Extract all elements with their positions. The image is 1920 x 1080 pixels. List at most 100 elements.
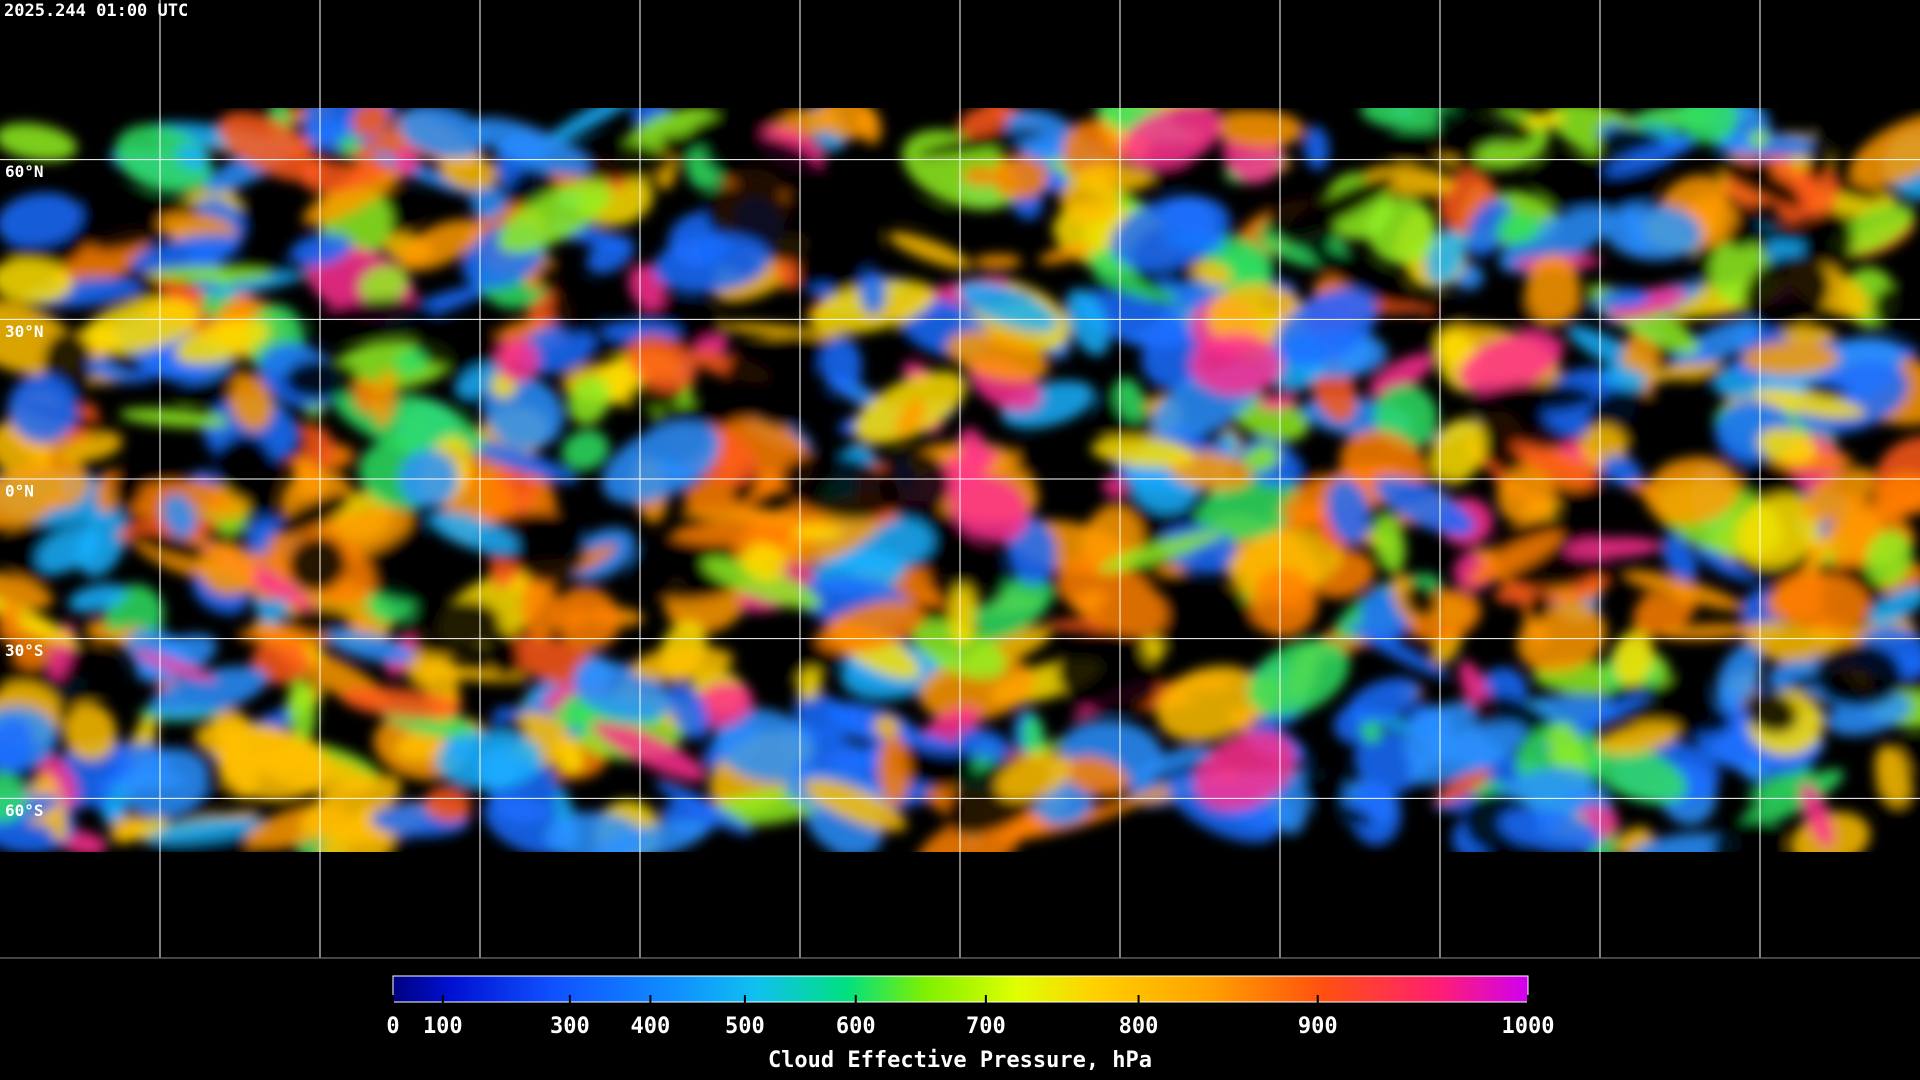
cloud-patch: [287, 678, 317, 741]
cloud-patch: [888, 232, 972, 270]
cloud-patch: [1600, 454, 1642, 487]
cloud-patch: [1307, 246, 1414, 306]
cloud-patch: [918, 655, 1036, 722]
cloud-patch: [210, 271, 309, 297]
colorbar-tick-label: 800: [1119, 1014, 1159, 1039]
cloud-patch: [1101, 476, 1128, 497]
cloud-patch: [1195, 730, 1296, 811]
colorbar-scale: [392, 975, 1529, 1003]
cloud-patch: [1603, 203, 1702, 261]
cloud-patch: [785, 636, 824, 662]
cloud-patch: [1604, 137, 1696, 176]
cloud-patch: [817, 600, 925, 654]
cloud-patch: [550, 282, 602, 336]
cloud-patch: [592, 719, 707, 782]
cloud-patch: [1407, 722, 1527, 785]
cloud-patch: [1227, 529, 1343, 598]
colorbar-tick-label: 500: [725, 1014, 765, 1039]
cloud-patch: [563, 608, 589, 629]
cloud-patch: [412, 325, 507, 370]
cloud-patch: [1347, 677, 1421, 724]
cloud-patch: [0, 123, 78, 162]
cloud-patch: [61, 831, 107, 852]
cloud-patch: [963, 166, 994, 186]
cloud-patch: [1781, 324, 1837, 344]
cloud-patch: [1274, 288, 1378, 367]
cloud-patch: [1242, 444, 1280, 472]
cloud-patch: [1038, 244, 1092, 265]
cloud-patch: [1868, 585, 1920, 625]
cloud-patch: [219, 729, 331, 802]
cloud-patch: [591, 819, 709, 852]
cloud-patch: [567, 374, 611, 425]
cloud-patch: [714, 708, 817, 783]
cloud-patch: [1802, 467, 1876, 522]
cloud-patch: [293, 457, 331, 511]
cloud-patch: [1774, 571, 1871, 633]
cloud-patch: [358, 265, 409, 303]
cloud-patch: [1735, 494, 1821, 568]
cloud-patch: [175, 318, 270, 365]
timestamp: 2025.244 01:00 UTC: [4, 1, 188, 21]
cloud-patch: [1155, 278, 1207, 306]
cloud-patch: [1629, 832, 1740, 852]
cloud-patch: [148, 266, 273, 283]
cloud-patch: [1738, 769, 1844, 829]
cloud-patch: [118, 772, 189, 788]
cloud-patch: [1113, 377, 1146, 422]
cloud-patch: [750, 403, 804, 428]
cloud-patch: [741, 543, 787, 581]
cloud-patch: [0, 257, 73, 305]
cloud-patch: [890, 203, 948, 218]
cloud-patch: [898, 730, 964, 755]
colorbar-tick-label: 900: [1298, 1014, 1338, 1039]
cloud-patch: [0, 717, 35, 775]
cloud-patch: [627, 335, 697, 392]
cloud-patch: [820, 336, 862, 394]
cloud-patch: [1366, 196, 1437, 265]
cloud-patch: [0, 771, 26, 823]
cloud-patch: [1865, 530, 1913, 587]
cloud-patch: [1741, 341, 1840, 376]
cloud-patch: [630, 646, 734, 682]
cloud-patch: [394, 394, 485, 452]
cloud-patch: [958, 108, 1012, 137]
cloud-patch: [1651, 361, 1723, 381]
cloud-patch: [499, 641, 521, 656]
cloud-patch: [652, 234, 771, 294]
cloud-patch: [1526, 592, 1551, 622]
cloud-patch: [119, 408, 230, 428]
cloud-patch: [129, 233, 237, 272]
cloud-patch: [161, 493, 197, 538]
cloud-patch: [198, 541, 257, 596]
cloud-patch: [958, 428, 985, 460]
cloud-patch: [472, 117, 590, 176]
cloud-patch: [1613, 629, 1655, 686]
cloud-patch: [1715, 643, 1762, 710]
cloud-patch: [1873, 285, 1919, 333]
cloud-patch: [1120, 108, 1222, 169]
cloud-patch: [7, 374, 78, 444]
cloud-patch: [0, 571, 54, 610]
cloud-patch: [1065, 288, 1110, 356]
colorbar-tick-label: 1000: [1502, 1014, 1555, 1039]
cloud-patch: [804, 778, 907, 832]
cloud-patch: [425, 786, 472, 823]
cloud-patch: [1434, 768, 1492, 805]
cloud-patch: [1436, 108, 1478, 170]
cloud-patch: [1596, 287, 1651, 310]
cloud-patch: [1524, 111, 1566, 128]
cloud-patch: [1498, 207, 1614, 273]
cloud-patch: [143, 817, 270, 844]
cloud-patch: [1189, 333, 1283, 396]
cloud-patch: [1493, 518, 1609, 591]
latitude-label: 60°S: [5, 801, 44, 820]
cloud-patch: [109, 814, 145, 844]
cloud-patch: [1807, 115, 1839, 182]
cloud-patch: [1813, 642, 1903, 709]
cloud-patch: [1749, 129, 1769, 147]
cloud-patch: [306, 146, 360, 169]
cloud-patch: [1659, 623, 1758, 640]
cloud-patch: [1787, 674, 1824, 691]
